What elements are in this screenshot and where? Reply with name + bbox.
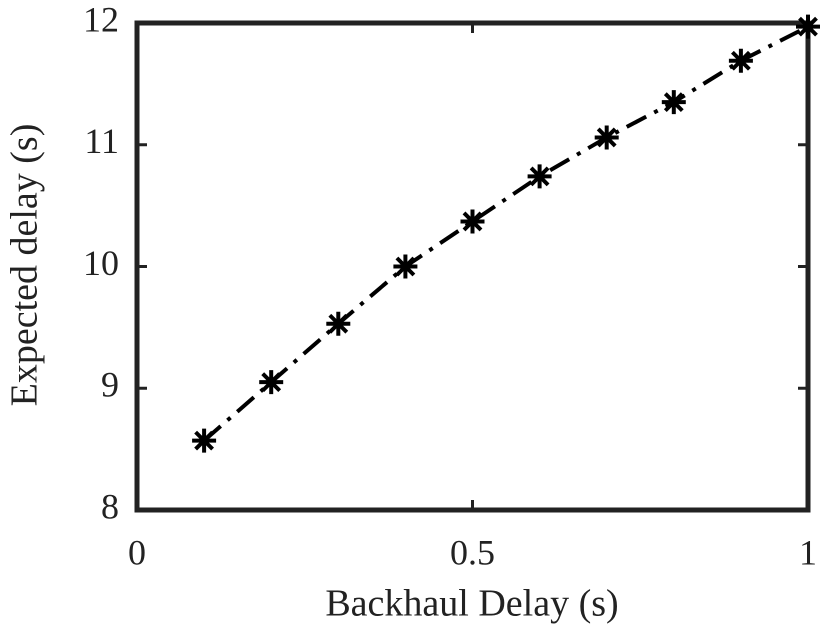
marker: [393, 254, 418, 279]
data-line: [202, 24, 809, 443]
y-tick-label: 8: [101, 486, 119, 526]
marker: [796, 14, 820, 39]
marker: [326, 311, 351, 336]
marker: [728, 48, 753, 73]
y-tick-label: 12: [83, 0, 119, 39]
plot-frame: [134, 20, 811, 513]
marker: [661, 90, 686, 115]
marker: [460, 209, 485, 234]
y-tick-label: 9: [101, 365, 119, 405]
marker: [192, 428, 217, 453]
x-tick-label: 0.5: [450, 532, 495, 572]
y-tick-label: 11: [84, 121, 119, 161]
x-axis-label: Backhaul Delay (s): [325, 583, 618, 625]
x-tick-label: 1: [799, 532, 817, 572]
x-tick-label: 0: [128, 532, 146, 572]
marker: [259, 370, 284, 395]
marker: [594, 125, 619, 150]
y-axis-label: Expected delay (s): [4, 124, 46, 407]
marker: [527, 164, 552, 189]
y-tick-label: 10: [83, 243, 119, 283]
